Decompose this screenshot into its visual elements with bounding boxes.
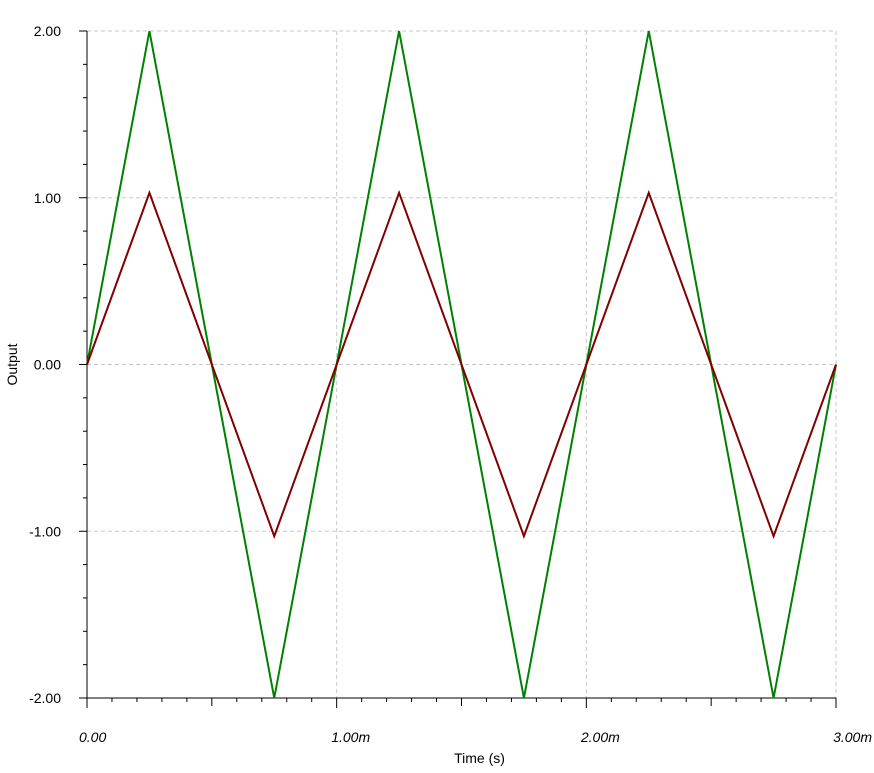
- y-tick-label: 0.00: [34, 357, 61, 373]
- axis-ticks: [79, 30, 837, 708]
- x-tick-label: 3.00m: [833, 729, 872, 745]
- y-tick-label: -1.00: [29, 523, 61, 539]
- series-lines: [86, 30, 837, 699]
- series-line-2: [86, 189, 837, 540]
- x-tick-label: 2.00m: [580, 729, 620, 745]
- x-tick-label: 1.00m: [331, 729, 370, 745]
- y-tick-label: 1.00: [34, 190, 61, 206]
- y-tick-label: 2.00: [34, 23, 61, 39]
- tick-labels: 2.00 1.00 0.00 -1.00 -2.00 0.00 1.00m 2.00m 3.00…: [29, 23, 872, 745]
- x-tick-label: 0.00: [79, 729, 106, 745]
- x-axis-label: Time (s): [454, 750, 505, 766]
- y-tick-label: -2.00: [29, 690, 61, 706]
- y-axis-label: Output: [4, 343, 20, 385]
